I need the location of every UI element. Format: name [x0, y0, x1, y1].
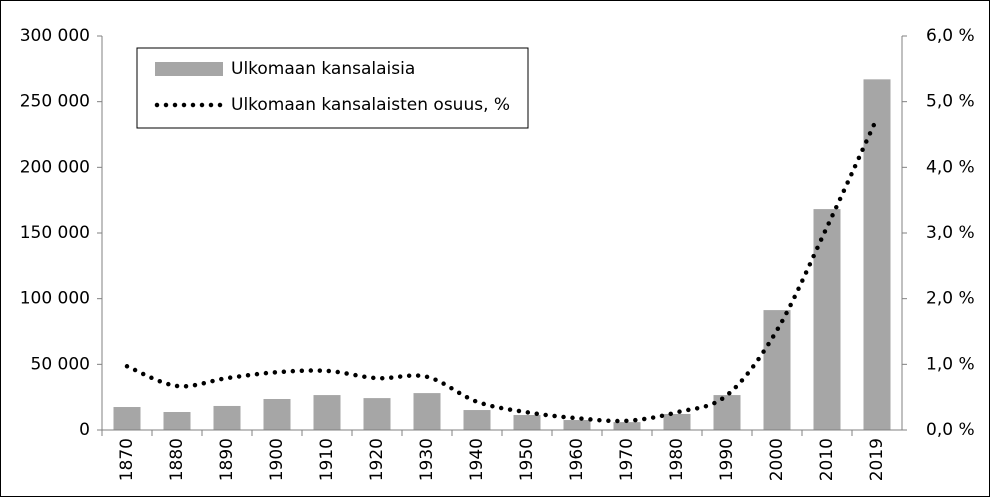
y-tick-label: 50 000 — [31, 354, 90, 374]
bar — [563, 420, 591, 430]
legend-label: Ulkomaan kansalaisten osuus, % — [231, 95, 510, 115]
y2-tick-label: 2,0 % — [926, 289, 975, 309]
bar — [313, 395, 341, 430]
x-tick-label: 2019 — [867, 438, 887, 481]
bar — [813, 209, 841, 430]
x-tick-label: 1880 — [167, 438, 187, 481]
y2-tick-label: 6,0 % — [926, 26, 975, 46]
bar — [613, 422, 641, 430]
y2-tick-label: 5,0 % — [926, 92, 975, 112]
y-tick-label: 300 000 — [20, 26, 90, 46]
bar — [363, 398, 391, 430]
bar — [113, 407, 141, 430]
x-tick-label: 1940 — [467, 438, 487, 481]
x-tick-label: 1980 — [667, 438, 687, 481]
bar — [213, 405, 241, 430]
bar — [513, 415, 541, 430]
x-tick-label: 1870 — [117, 438, 137, 481]
y-tick-label: 0 — [79, 420, 90, 440]
bar — [713, 395, 741, 430]
y-tick-label: 100 000 — [20, 289, 90, 309]
x-tick-label: 1920 — [367, 438, 387, 481]
bar — [263, 399, 291, 430]
y-tick-label: 200 000 — [20, 157, 90, 177]
x-tick-label: 1950 — [517, 438, 537, 481]
x-tick-label: 2000 — [767, 438, 787, 481]
bar — [463, 410, 491, 430]
y2-tick-label: 1,0 % — [926, 354, 975, 374]
x-tick-label: 1960 — [567, 438, 587, 481]
bar — [663, 413, 691, 430]
legend-label: Ulkomaan kansalaisia — [231, 59, 415, 79]
x-tick-label: 1900 — [267, 438, 287, 481]
x-tick-label: 1970 — [617, 438, 637, 481]
legend-box — [136, 47, 529, 129]
legend-swatch — [155, 62, 223, 76]
x-tick-label: 1990 — [717, 438, 737, 481]
y2-tick-label: 3,0 % — [926, 223, 975, 243]
bar — [413, 393, 441, 430]
y-tick-label: 150 000 — [20, 223, 90, 243]
line — [124, 115, 880, 424]
x-tick-label: 1910 — [317, 438, 337, 481]
y2-tick-label: 4,0 % — [926, 157, 975, 177]
x-tick-label: 2010 — [817, 438, 837, 481]
y-tick-label: 250 000 — [20, 92, 90, 112]
y2-tick-label: 0,0 % — [926, 420, 975, 440]
x-tick-label: 1890 — [217, 438, 237, 481]
bar — [163, 412, 191, 430]
bar — [863, 79, 891, 430]
x-tick-label: 1930 — [417, 438, 437, 481]
